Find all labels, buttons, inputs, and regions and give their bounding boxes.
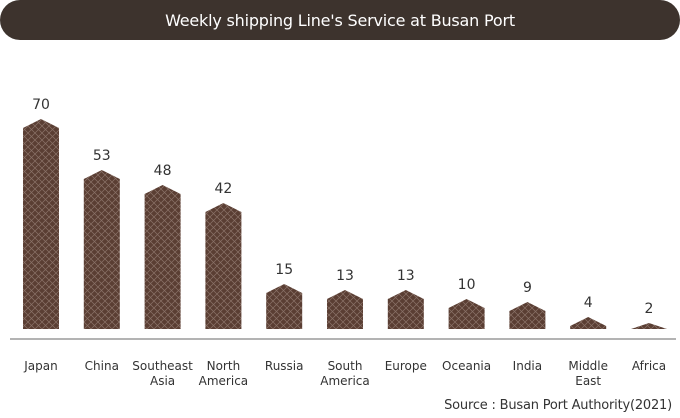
- chart-title-bar: Weekly shipping Line's Service at Busan …: [0, 0, 680, 40]
- data-label: 4: [584, 295, 593, 311]
- category-label: North America: [199, 359, 249, 388]
- category-label: Africa: [632, 359, 666, 373]
- chart-title: Weekly shipping Line's Service at Busan …: [165, 10, 515, 30]
- data-label: 53: [93, 148, 111, 164]
- category-label: Middle East: [568, 359, 608, 388]
- data-label: 13: [397, 268, 415, 284]
- bar-southeast-asia: [144, 185, 181, 329]
- category-label: Europe: [385, 359, 427, 373]
- category-label: Russia: [265, 359, 304, 373]
- bar-europe: [387, 290, 424, 329]
- data-label: 10: [458, 277, 476, 293]
- data-label: 2: [645, 301, 654, 317]
- bar-middle-east: [570, 317, 607, 329]
- category-label: Oceania: [442, 359, 491, 373]
- category-label: South America: [320, 359, 370, 388]
- category-label: Japan: [23, 359, 57, 373]
- bar-africa: [631, 323, 667, 329]
- data-label: 48: [154, 163, 172, 179]
- data-label: 13: [336, 268, 354, 284]
- data-label: 9: [523, 280, 532, 296]
- bar-india: [509, 302, 546, 329]
- bar-north-america: [205, 203, 242, 329]
- bar-japan: [23, 119, 59, 329]
- bar-russia: [266, 284, 303, 329]
- category-label: India: [513, 359, 542, 373]
- bar-china: [83, 170, 120, 329]
- data-label: 42: [214, 181, 232, 197]
- bar-oceania: [448, 299, 485, 329]
- source-note: Source : Busan Port Authority(2021): [444, 398, 672, 413]
- category-label: Southeast Asia: [132, 359, 193, 388]
- data-label: 15: [275, 262, 293, 278]
- data-label: 70: [32, 97, 50, 113]
- category-label: China: [85, 359, 119, 373]
- bar-south-america: [327, 290, 363, 329]
